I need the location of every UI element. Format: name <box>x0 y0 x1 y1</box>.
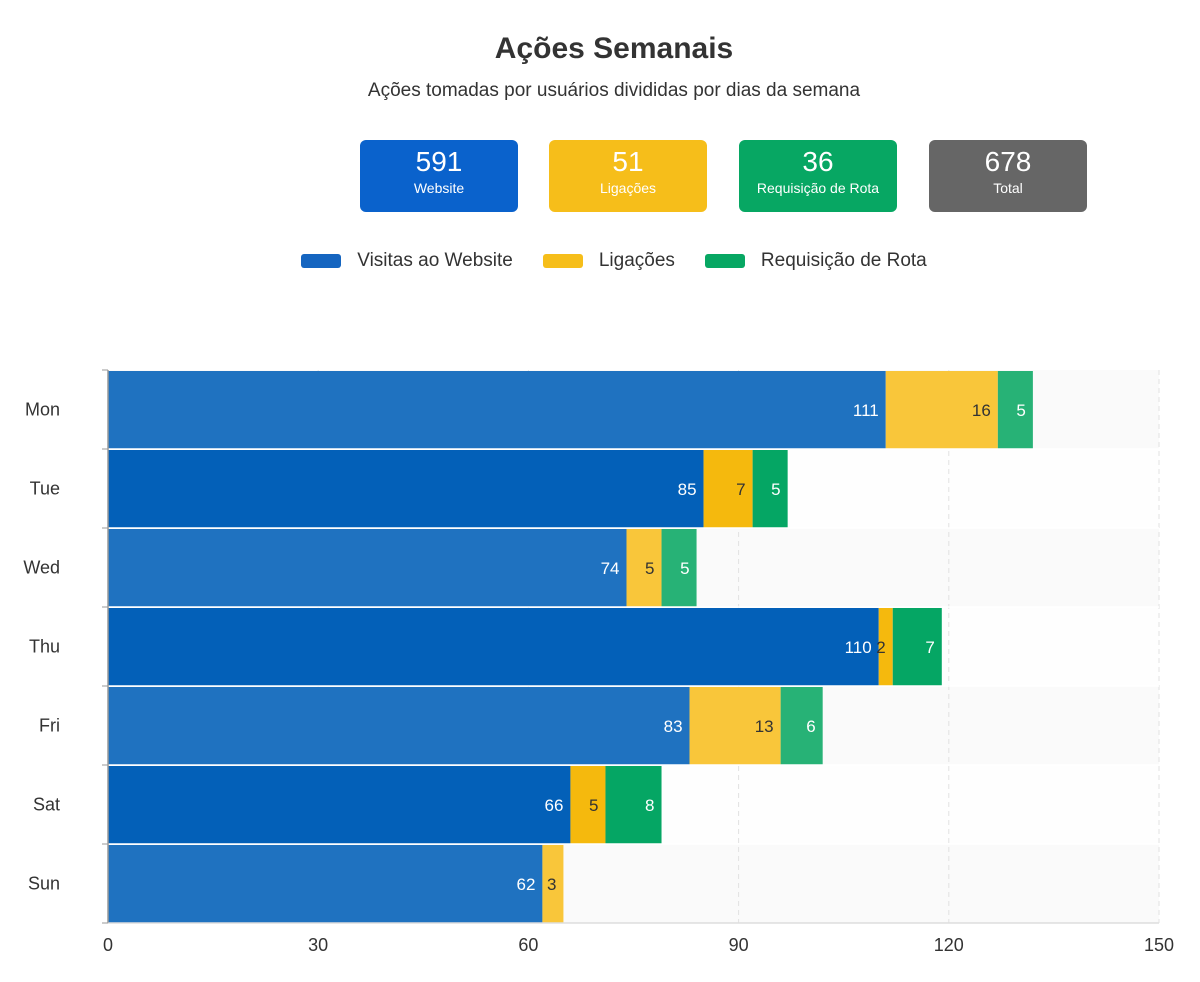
data-label-fri-series-2: 6 <box>806 717 815 736</box>
data-label-fri-series-1: 13 <box>755 717 774 736</box>
legend-item-calls[interactable]: Ligações <box>542 250 675 272</box>
bar-sun-series-0 <box>108 845 543 923</box>
data-label-tue-series-0: 85 <box>678 480 697 499</box>
data-label-sat-series-1: 5 <box>589 796 598 815</box>
route-card-label: Requisição de Rota <box>756 180 880 196</box>
bar-mon-series-0 <box>108 371 886 449</box>
x-tick-label-150: 150 <box>1144 935 1174 955</box>
bar-mon-series-1 <box>885 371 998 449</box>
total-card-label: Total <box>993 180 1023 196</box>
chart-subtitle: Ações tomadas por usuários divididas por… <box>367 80 861 101</box>
data-label-tue-series-1: 7 <box>736 480 745 499</box>
data-label-fri-series-0: 83 <box>664 717 683 736</box>
summary-cards: 591 Website 51 Ligações 36 Requisição de… <box>360 140 1087 212</box>
calls-summary-card: 51 Ligações <box>549 140 707 212</box>
y-tick-label-wed: Wed <box>23 558 60 578</box>
legend-item-route[interactable]: Requisição de Rota <box>704 250 927 272</box>
data-label-sat-series-0: 66 <box>545 796 564 815</box>
x-tick-label-30: 30 <box>308 935 328 955</box>
bar-fri-series-0 <box>108 687 690 765</box>
legend-swatch-calls <box>542 254 583 268</box>
bar-sat-series-1 <box>570 766 606 844</box>
x-tick-label-90: 90 <box>729 935 749 955</box>
x-tick-label-0: 0 <box>103 935 113 955</box>
bar-tue-series-1 <box>703 450 753 528</box>
legend-swatch-route <box>704 254 745 268</box>
bar-tue-series-0 <box>108 450 704 528</box>
bar-wed-series-2 <box>661 529 697 607</box>
legend-label-calls: Ligações <box>598 250 675 271</box>
calls-card-label: Ligações <box>599 180 657 196</box>
data-label-mon-series-2: 5 <box>1016 401 1025 420</box>
website-card-label: Website <box>413 180 465 196</box>
x-tick-label-120: 120 <box>934 935 964 955</box>
x-tick-label-60: 60 <box>518 935 538 955</box>
data-label-thu-series-2: 7 <box>925 638 934 657</box>
y-tick-label-fri: Fri <box>39 716 60 736</box>
website-summary-card: 591 Website <box>360 140 518 212</box>
data-label-tue-series-2: 5 <box>771 480 780 499</box>
legend-item-website[interactable]: Visitas ao Website <box>301 250 513 272</box>
calls-count: 51 <box>612 146 644 177</box>
y-tick-label-sat: Sat <box>33 795 60 815</box>
data-label-sun-series-0: 62 <box>516 875 535 894</box>
data-label-mon-series-0: 111 <box>853 401 879 420</box>
data-label-wed-series-0: 74 <box>601 559 620 578</box>
bar-tue-series-2 <box>752 450 788 528</box>
data-label-mon-series-1: 16 <box>972 401 991 420</box>
route-count: 36 <box>802 146 834 177</box>
legend-swatch-website <box>301 254 342 268</box>
data-label-wed-series-1: 5 <box>645 559 654 578</box>
bar-fri-series-2 <box>780 687 823 765</box>
route-summary-card: 36 Requisição de Rota <box>739 140 897 212</box>
data-label-sun-series-1: 3 <box>547 875 556 894</box>
chart-legend: Visitas ao Website Ligações Requisição d… <box>0 248 1200 274</box>
bar-wed-series-0 <box>108 529 627 607</box>
bar-sat-series-2 <box>605 766 662 844</box>
bar-thu-series-2 <box>892 608 942 686</box>
data-label-thu-series-1: 2 <box>876 638 885 657</box>
total-summary-card: 678 Total <box>929 140 1087 212</box>
chart-title: Ações Semanais <box>494 32 734 65</box>
bar-sun-series-1 <box>542 845 564 923</box>
bar-wed-series-1 <box>626 529 662 607</box>
bar-mon-series-2 <box>997 371 1033 449</box>
bar-sat-series-0 <box>108 766 571 844</box>
data-label-sat-series-2: 8 <box>645 796 654 815</box>
y-tick-label-sun: Sun <box>28 874 60 894</box>
legend-label-route: Requisição de Rota <box>760 250 927 271</box>
y-tick-label-thu: Thu <box>29 637 60 657</box>
total-count: 678 <box>984 146 1032 177</box>
y-tick-label-mon: Mon <box>25 400 60 420</box>
data-label-wed-series-2: 5 <box>680 559 689 578</box>
data-label-thu-series-0: 110 <box>845 638 872 657</box>
bar-thu-series-0 <box>108 608 879 686</box>
bar-thu-series-1 <box>878 608 893 686</box>
legend-label-website: Visitas ao Website <box>357 250 513 271</box>
bar-fri-series-1 <box>689 687 781 765</box>
website-count: 591 <box>415 146 463 177</box>
y-tick-label-tue: Tue <box>30 479 60 499</box>
